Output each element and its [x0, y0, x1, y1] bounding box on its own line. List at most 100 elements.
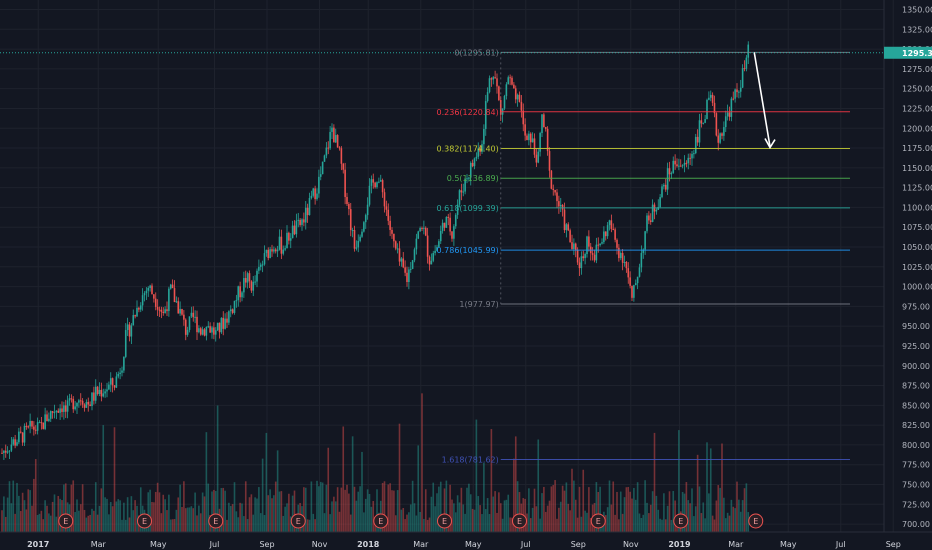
volume-bar: [4, 516, 7, 532]
candle-body: [728, 112, 731, 117]
volume-bar: [471, 508, 474, 532]
candle-body: [353, 230, 356, 249]
volume-bar: [481, 514, 483, 532]
projection-arrow[interactable]: [753, 52, 776, 150]
candle-body: [333, 127, 335, 143]
volume-bar: [556, 518, 558, 532]
candle-body: [6, 451, 9, 453]
time-axis[interactable]: 2017 Mar May Jul Sep Nov 2018 Mar May Jul Sep Nov 20…: [27, 540, 901, 549]
volume-bar: [738, 499, 740, 532]
volume-bar: [663, 493, 665, 532]
earnings-marker[interactable]: [58, 513, 74, 529]
candle-body: [111, 378, 114, 386]
volume-bar: [709, 448, 712, 532]
volume-bar: [745, 483, 748, 532]
earnings-marker[interactable]: [512, 513, 527, 529]
volume-bar: [243, 516, 245, 532]
candle-body: [529, 133, 532, 143]
earnings-marker[interactable]: [590, 513, 606, 529]
candle-body: [19, 431, 22, 433]
candle-body: [640, 252, 643, 268]
candle-body: [666, 168, 669, 190]
earnings-marker[interactable]: [673, 513, 689, 529]
volume-bar: [541, 493, 543, 532]
volume-bar: [638, 513, 641, 532]
volume-bar: [57, 495, 60, 532]
candle-body: [318, 176, 320, 194]
volume-bar: [659, 518, 661, 532]
volume-bar: [398, 423, 401, 532]
volume-bar: [595, 482, 598, 532]
candle-body: [282, 249, 285, 254]
candle-body: [276, 249, 279, 252]
candle-body: [147, 287, 150, 291]
volume-bar: [121, 519, 123, 532]
candle-body: [78, 400, 80, 403]
candle-body: [441, 222, 444, 231]
volume-bar: [640, 517, 643, 532]
candle-body: [214, 330, 217, 335]
volume-bar: [136, 505, 138, 532]
earnings-marker[interactable]: [437, 513, 452, 529]
candle-body: [393, 233, 395, 242]
volume-bar: [276, 450, 279, 532]
volume-bar: [81, 484, 84, 532]
candle-body: [717, 135, 720, 143]
volume-bar: [436, 493, 438, 532]
price-tick-label: 900.00: [902, 362, 930, 371]
candle-body: [207, 326, 210, 328]
volume-bar: [655, 495, 658, 532]
candle-body: [524, 124, 526, 136]
volume-bar: [291, 495, 294, 532]
candle-body: [325, 147, 328, 156]
candle-body: [604, 231, 607, 237]
candle-body: [121, 370, 123, 373]
fib-level-label: 0.236(1220.84): [437, 108, 499, 117]
earnings-marker[interactable]: [373, 513, 389, 529]
volume-bar: [6, 497, 9, 532]
candle-body: [505, 84, 508, 96]
candle-body: [351, 230, 354, 232]
candle-body: [209, 326, 211, 333]
volume-bar: [739, 511, 742, 532]
price-axis[interactable]: 700.00 725.00 750.00 775.00 800.00 825.00 850.…: [902, 6, 932, 530]
candle-body: [582, 256, 585, 259]
candle-body: [556, 192, 558, 202]
candle-body: [670, 172, 673, 175]
candle-body: [496, 78, 498, 87]
candle-body: [466, 178, 468, 180]
arrow-shaft[interactable]: [753, 52, 771, 147]
earnings-marker[interactable]: [290, 513, 306, 529]
candle-body: [4, 450, 7, 453]
earnings-marker[interactable]: [137, 513, 152, 529]
candle-body: [228, 311, 230, 323]
candle-body: [271, 249, 273, 252]
candle-body: [169, 284, 172, 289]
volume-bar: [424, 489, 427, 532]
volume-bar: [464, 513, 466, 532]
candle-body: [1, 452, 3, 454]
volume-bar: [651, 491, 654, 532]
candle-body: [516, 94, 519, 100]
candle-body: [250, 281, 253, 291]
earnings-marker-label: E: [442, 517, 447, 526]
volume-bar: [732, 506, 735, 532]
volume-bar: [501, 518, 504, 532]
candle-body: [48, 418, 50, 422]
earnings-marker[interactable]: [748, 513, 764, 529]
volume-bar: [250, 494, 253, 532]
earnings-marker[interactable]: [208, 513, 224, 529]
volume-bar: [132, 510, 135, 532]
candle-body: [704, 119, 706, 123]
candle-body: [18, 431, 20, 443]
volume-bar: [149, 489, 151, 532]
volume-bar: [63, 484, 65, 532]
volume-bar: [597, 492, 600, 532]
volume-bar: [363, 512, 365, 532]
candle-body: [603, 231, 605, 243]
candle-body: [438, 241, 440, 248]
candle-body: [16, 442, 18, 446]
candle-body: [235, 300, 238, 302]
